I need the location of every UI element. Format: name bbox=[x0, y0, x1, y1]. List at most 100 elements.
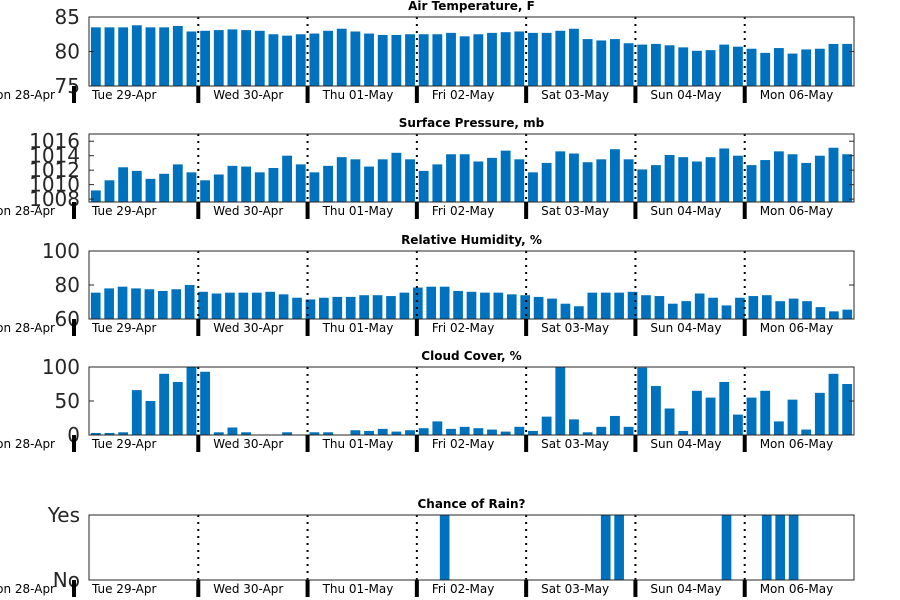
bar bbox=[842, 154, 853, 202]
bar bbox=[721, 305, 732, 319]
x-tick bbox=[196, 580, 201, 597]
x-tick bbox=[305, 319, 310, 336]
bar bbox=[238, 292, 249, 319]
bar bbox=[651, 386, 661, 435]
bar bbox=[254, 172, 265, 202]
bar bbox=[418, 428, 429, 435]
bar bbox=[131, 390, 142, 435]
x-tick bbox=[196, 319, 201, 336]
bar bbox=[418, 34, 429, 86]
bar bbox=[171, 289, 182, 319]
bar bbox=[418, 170, 429, 202]
bar bbox=[172, 381, 183, 435]
bar bbox=[473, 161, 484, 202]
bar bbox=[332, 296, 343, 319]
bar bbox=[555, 367, 566, 435]
x-tick bbox=[524, 202, 529, 219]
bar bbox=[104, 288, 114, 319]
x-tick bbox=[72, 435, 76, 452]
x-tick bbox=[742, 580, 747, 597]
chart-title: Relative Humidity, % bbox=[401, 233, 542, 247]
bar bbox=[541, 416, 552, 435]
bar bbox=[227, 29, 238, 87]
bar bbox=[506, 294, 517, 319]
x-tick-label: Mon 06-May bbox=[760, 437, 834, 451]
y-tick-label: 80 bbox=[55, 40, 80, 64]
bar bbox=[614, 515, 624, 580]
bar bbox=[651, 165, 661, 202]
x-tick-label: Mon 06-May bbox=[760, 582, 834, 596]
bar bbox=[678, 430, 689, 435]
bar bbox=[801, 162, 812, 202]
bar bbox=[528, 172, 538, 202]
x-tick-label: Wed 30-Apr bbox=[213, 582, 283, 596]
x-tick-label: Sat 03-May bbox=[541, 88, 609, 102]
x-tick bbox=[305, 86, 310, 103]
x-tick-label: Thu 01-May bbox=[322, 437, 394, 451]
bar bbox=[323, 165, 333, 202]
bar bbox=[459, 426, 470, 435]
x-tick-label: Sat 03-May bbox=[541, 582, 609, 596]
bar bbox=[528, 430, 538, 435]
x-tick-label: Mon 28-Apr bbox=[0, 88, 55, 102]
x-tick-label: Wed 30-Apr bbox=[213, 321, 283, 335]
bar bbox=[446, 428, 456, 435]
chart-title: Chance of Rain? bbox=[417, 497, 525, 511]
bar bbox=[748, 296, 759, 319]
bar bbox=[359, 295, 369, 319]
bar bbox=[213, 174, 224, 202]
x-tick-label: Tue 29-Apr bbox=[91, 437, 156, 451]
x-tick bbox=[524, 86, 529, 103]
bar bbox=[104, 432, 115, 435]
bar bbox=[90, 432, 101, 435]
bar bbox=[500, 32, 511, 86]
x-tick-label: Thu 01-May bbox=[322, 321, 394, 335]
bar bbox=[487, 32, 497, 86]
bar bbox=[459, 36, 470, 86]
bar bbox=[493, 292, 504, 319]
bar bbox=[691, 50, 702, 86]
bar bbox=[528, 32, 538, 86]
bar bbox=[336, 28, 347, 86]
bar bbox=[439, 515, 450, 580]
x-tick bbox=[414, 319, 419, 336]
bar bbox=[453, 290, 463, 319]
bar bbox=[377, 159, 388, 202]
bar bbox=[814, 155, 825, 202]
bar bbox=[600, 515, 611, 580]
bar bbox=[814, 392, 825, 435]
chart-title: Surface Pressure, mb bbox=[399, 116, 545, 130]
x-tick-label: Fri 02-May bbox=[432, 321, 495, 335]
x-tick-label: Sat 03-May bbox=[541, 321, 609, 335]
y-tick-label: 50 bbox=[55, 389, 80, 413]
x-tick-label: Sat 03-May bbox=[541, 437, 609, 451]
bar bbox=[842, 43, 853, 86]
bar bbox=[547, 298, 557, 319]
chart-panel-2: Surface Pressure, mb 10081010101210141016… bbox=[0, 116, 855, 219]
y-tick-label: 1014 bbox=[29, 144, 80, 168]
bar bbox=[514, 159, 525, 202]
bar bbox=[487, 157, 497, 202]
x-tick bbox=[72, 319, 76, 336]
bar bbox=[364, 33, 374, 86]
bar bbox=[251, 292, 262, 319]
bar bbox=[802, 301, 812, 319]
x-tick bbox=[414, 580, 419, 597]
x-tick-label: Fri 02-May bbox=[432, 437, 495, 451]
bar bbox=[241, 30, 252, 86]
bar bbox=[144, 289, 155, 319]
x-tick-label: Tue 29-Apr bbox=[91, 582, 156, 596]
bar bbox=[637, 169, 648, 202]
bar bbox=[610, 39, 620, 86]
bar bbox=[268, 34, 279, 86]
bar bbox=[377, 34, 388, 86]
bar bbox=[708, 297, 718, 319]
bar bbox=[582, 432, 593, 435]
bar bbox=[480, 292, 490, 319]
bar bbox=[582, 39, 593, 86]
bar bbox=[842, 309, 853, 319]
bar bbox=[336, 157, 347, 202]
x-tick bbox=[72, 580, 76, 597]
bar bbox=[719, 44, 730, 86]
